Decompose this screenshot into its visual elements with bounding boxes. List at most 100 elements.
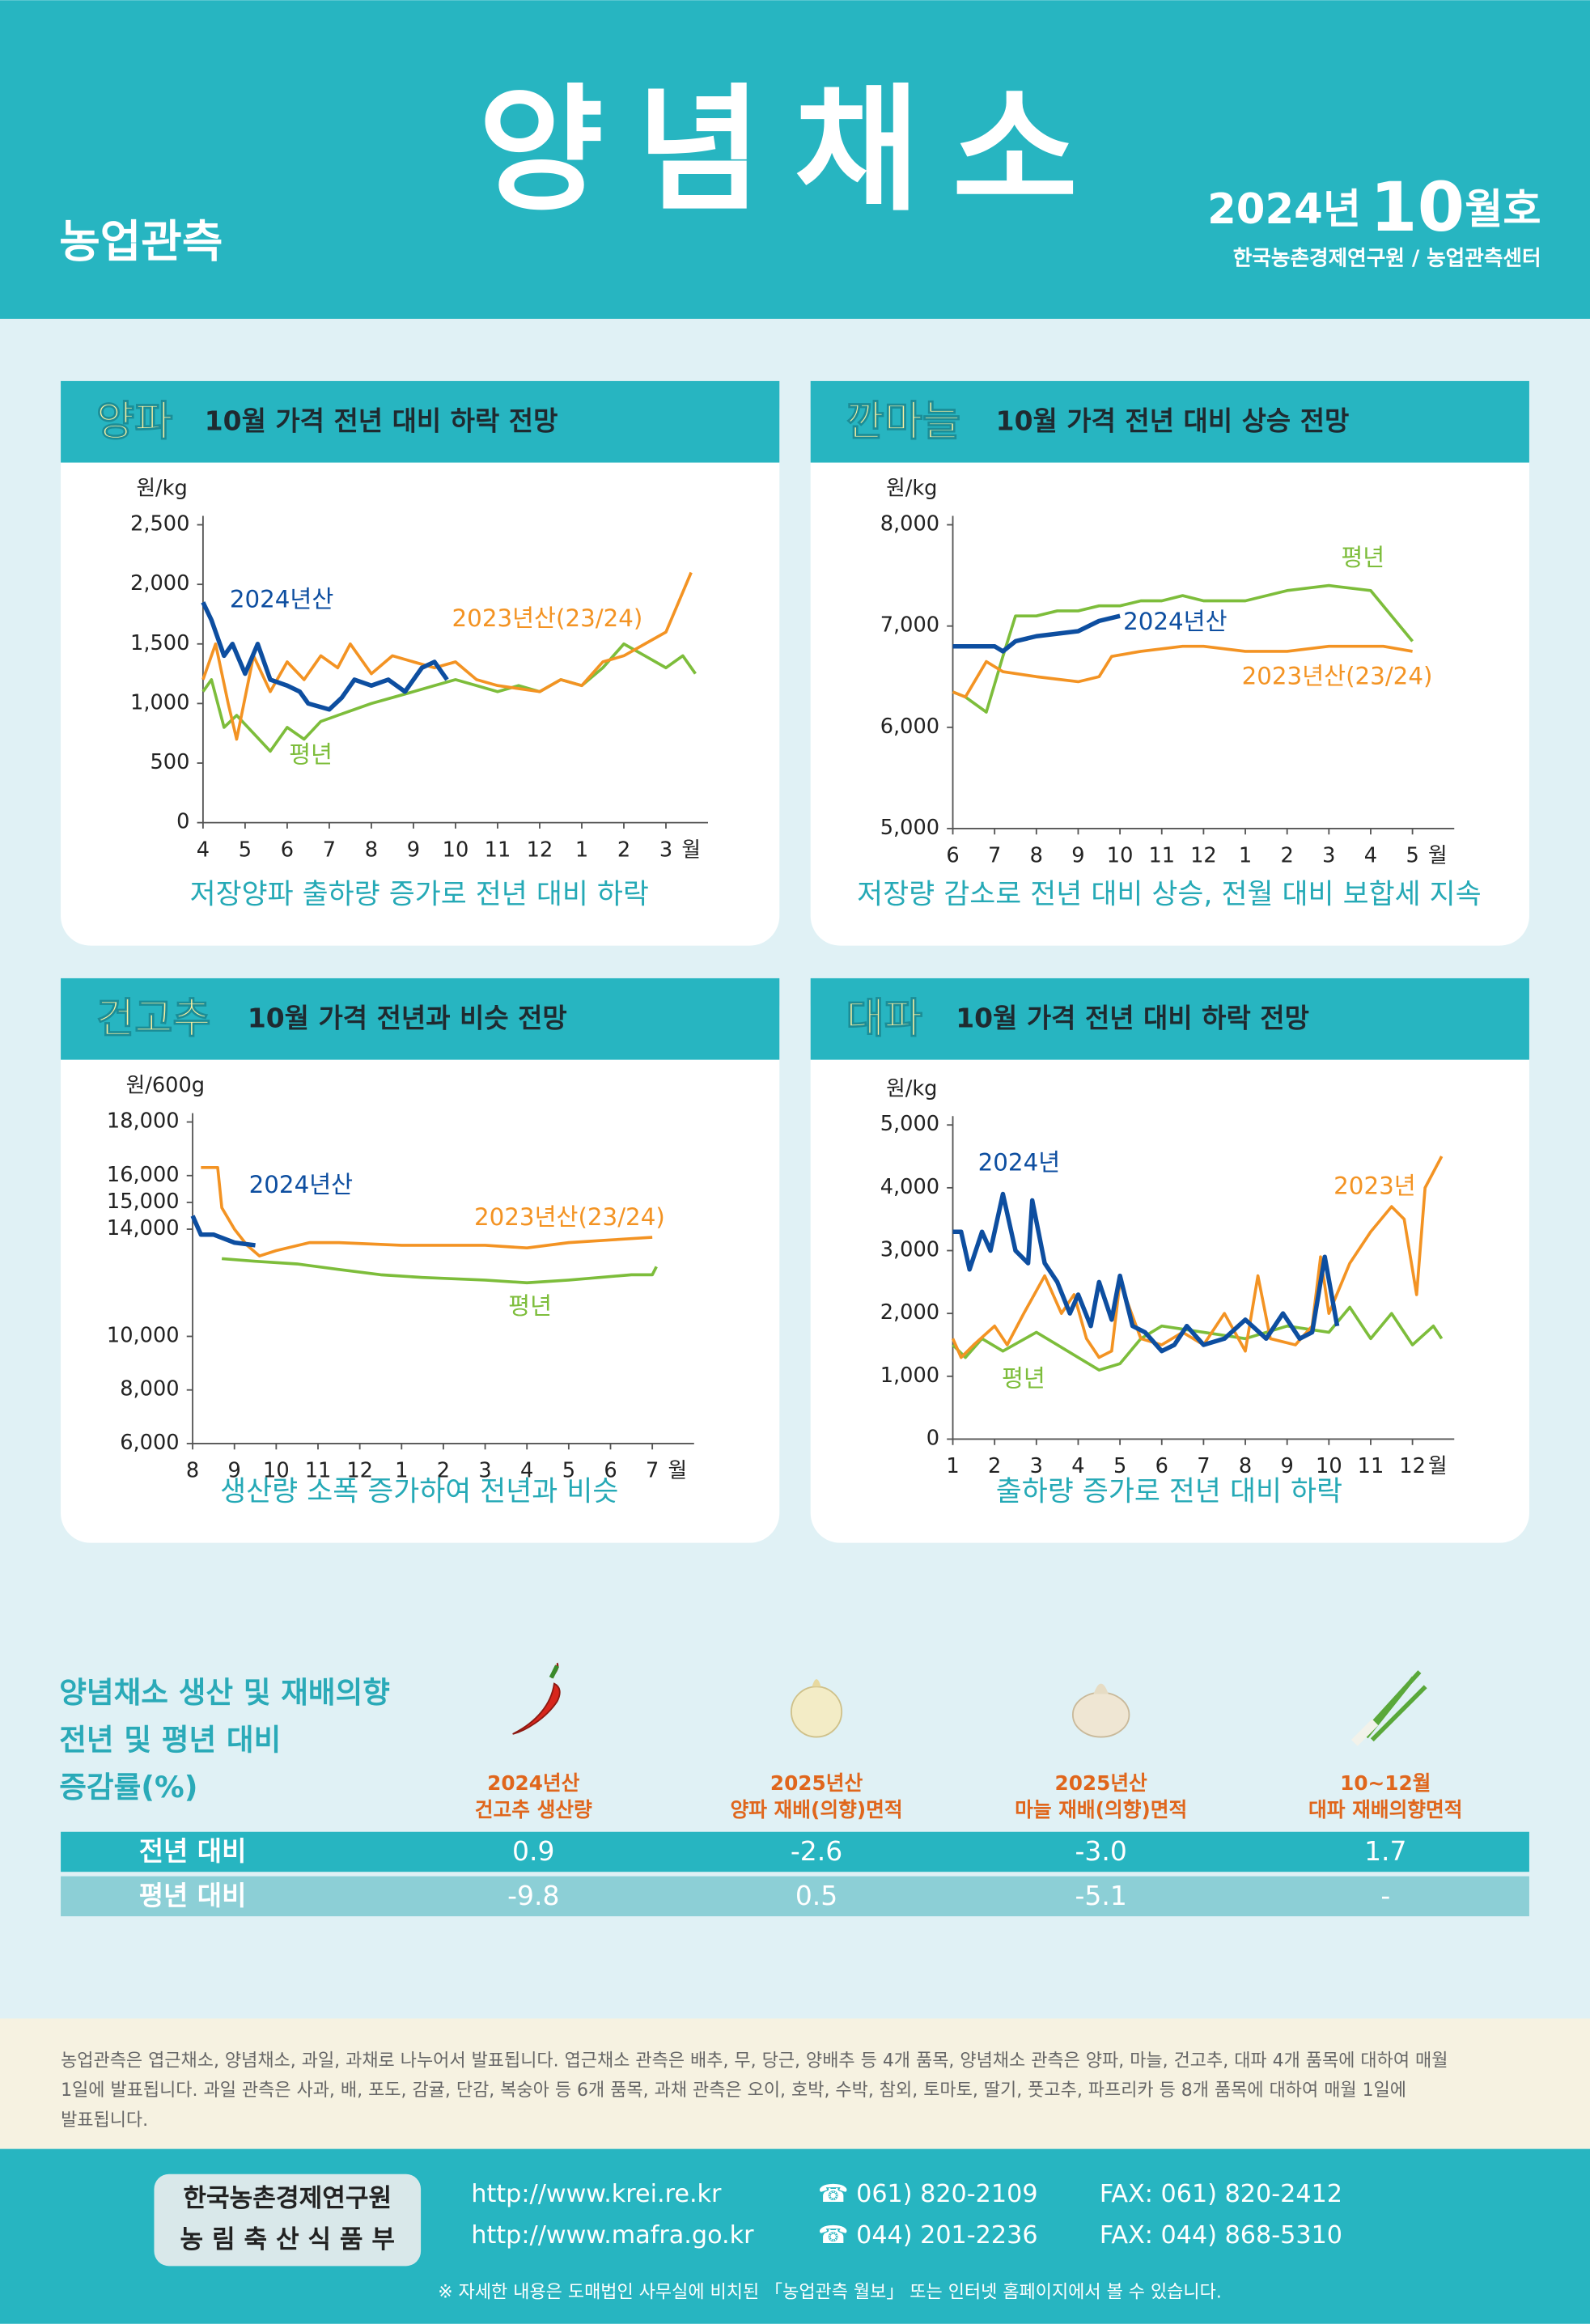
y-tick-label: 7,000 [880, 613, 939, 638]
garlic-top [1093, 1683, 1109, 1694]
series-line [952, 613, 1121, 654]
series-line [201, 642, 697, 753]
x-tick-label: 1 [946, 1454, 959, 1478]
x-tick-label: 8 [1030, 844, 1043, 868]
y-tick-label: 14,000 [107, 1216, 180, 1240]
table-cell: - [1380, 1880, 1390, 1911]
panel-header [61, 978, 780, 1060]
issue-year: 2024년 [1207, 185, 1361, 234]
x-tick-label: 7 [988, 844, 1001, 868]
panel-title: 대파 [846, 994, 922, 1043]
x-unit: 월 [668, 1459, 687, 1483]
x-tick-label: 2 [988, 1454, 1001, 1478]
url: http://www.mafra.go.kr [471, 2221, 754, 2250]
panel-header [61, 380, 780, 463]
y-unit: 원/kg [886, 477, 937, 501]
y-tick-label: 5,000 [880, 1112, 939, 1136]
series-label: 2023년산(23/24) [474, 1203, 665, 1231]
y-tick-label: 6,000 [120, 1431, 179, 1455]
garlic-icon [1071, 1691, 1130, 1738]
series-label: 2023년산(23/24) [1242, 663, 1433, 690]
x-tick-label: 6 [1155, 1454, 1168, 1478]
y-tick-label: 1,000 [130, 690, 189, 715]
x-tick-label: 8 [365, 838, 378, 862]
phone: ☎ 044) 201-2236 [818, 2221, 1038, 2250]
table-heading: 증감률(%) [59, 1770, 197, 1804]
series-line [952, 1305, 1444, 1372]
onion-top [812, 1679, 821, 1687]
chart-caption: 저장량 감소로 전년 대비 상승, 전월 대비 보합세 지속 [857, 878, 1481, 910]
y-tick-label: 2,000 [880, 1300, 939, 1325]
table-row [61, 1831, 1529, 1872]
x-tick-label: 12 [346, 1459, 373, 1483]
org-box [154, 2173, 422, 2267]
x-tick-label: 11 [485, 838, 511, 862]
chart-caption: 저장양파 출하량 증가로 전년 대비 하락 [190, 878, 649, 910]
x-tick-label: 6 [604, 1459, 617, 1483]
series-label: 평년 [289, 741, 333, 769]
column-item: 양파 재배(의향)면적 [730, 1798, 902, 1821]
x-tick-label: 3 [659, 838, 672, 862]
y-unit: 원/kg [136, 477, 187, 501]
series-label: 2024년산 [249, 1171, 353, 1198]
y-tick-label: 15,000 [107, 1190, 180, 1214]
y-tick-label: 1,000 [880, 1363, 939, 1388]
x-tick-label: 4 [197, 838, 210, 862]
note-band [0, 2018, 1590, 2149]
table-cell: 0.9 [512, 1835, 554, 1867]
title: 양념채소 [478, 71, 1110, 230]
note-line: 1일에 발표됩니다. 과일 관측은 사과, 배, 포도, 감귤, 단감, 복숭아… [61, 2080, 1406, 2101]
x-tick-label: 9 [407, 838, 420, 862]
x-tick-label: 10 [1107, 844, 1134, 868]
x-tick-label: 6 [946, 844, 959, 868]
column-year: 2024년산 [487, 1771, 580, 1795]
table-heading: 양념채소 생산 및 재배의향 [59, 1675, 390, 1710]
x-tick-label: 2 [1281, 844, 1294, 868]
series-label: 평년 [508, 1292, 552, 1320]
column-year: 10~12월 [1340, 1771, 1431, 1795]
x-tick-label: 4 [1071, 1454, 1084, 1478]
series-label: 2024년 [978, 1148, 1061, 1176]
org-name: 농 림 축 산 식 품 부 [180, 2225, 395, 2254]
y-tick-label: 0 [176, 810, 189, 834]
x-unit: 월 [1428, 1454, 1448, 1478]
series-line [190, 1215, 256, 1248]
x-unit: 월 [1428, 844, 1448, 868]
x-tick-label: 7 [646, 1459, 659, 1483]
x-tick-label: 5 [1406, 844, 1418, 868]
table-cell: -2.6 [791, 1835, 842, 1867]
x-tick-label: 8 [186, 1459, 199, 1483]
panel-title: 양파 [96, 397, 172, 446]
x-tick-label: 2 [617, 838, 630, 862]
y-tick-label: 1,500 [130, 631, 189, 655]
x-tick-label: 2 [437, 1459, 450, 1483]
y-tick-label: 10,000 [107, 1323, 180, 1347]
x-tick-label: 12 [1399, 1454, 1426, 1478]
x-tick-label: 5 [1113, 1454, 1126, 1478]
table-cell: -9.8 [507, 1880, 559, 1911]
panel-subtitle: 10월 가격 전년 대비 하락 전망 [205, 405, 558, 437]
series-label: 2023년 [1333, 1173, 1416, 1200]
x-tick-label: 9 [228, 1459, 241, 1483]
y-tick-label: 0 [926, 1426, 939, 1450]
series-label: 2023년산(23/24) [452, 604, 643, 632]
y-tick-label: 8,000 [880, 512, 939, 536]
icons [512, 1662, 1427, 1746]
panel-subtitle: 10월 가격 전년과 비슷 전망 [248, 1003, 567, 1034]
issue-month: 10 [1370, 168, 1465, 247]
chart-caption: 생산량 소폭 증가하여 전년과 비슷 [220, 1475, 618, 1508]
column-year: 2025년산 [770, 1771, 863, 1795]
panel [810, 380, 1529, 946]
x-tick-label: 4 [1364, 844, 1377, 868]
table-cell: 1.7 [1364, 1835, 1406, 1867]
x-tick-label: 12 [527, 838, 553, 862]
series-line [951, 1156, 1444, 1359]
y-tick-label: 4,000 [880, 1175, 939, 1199]
y-tick-label: 16,000 [107, 1163, 180, 1187]
x-tick-label: 1 [575, 838, 588, 862]
x-tick-label: 5 [239, 838, 252, 862]
y-tick-label: 3,000 [880, 1238, 939, 1262]
publisher: 한국농촌경제연구원 / 농업관측센터 [1233, 247, 1541, 271]
x-tick-label: 6 [281, 838, 294, 862]
